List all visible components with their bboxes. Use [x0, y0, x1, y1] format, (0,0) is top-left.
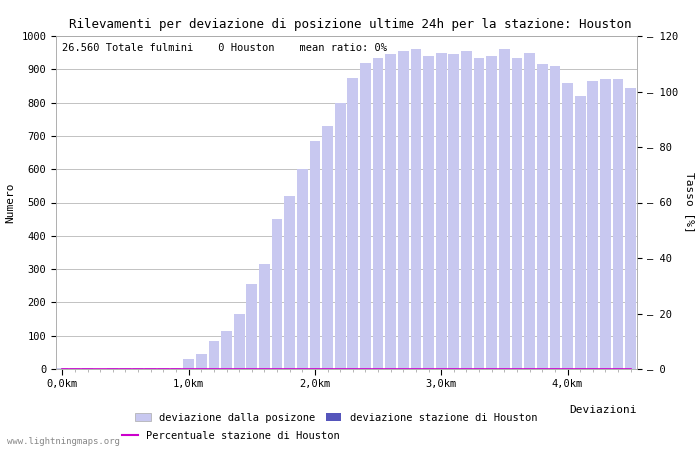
Bar — [234, 314, 244, 369]
Bar — [69, 368, 80, 369]
Bar — [158, 368, 169, 369]
Bar — [259, 264, 270, 369]
Bar — [461, 51, 472, 369]
Bar — [196, 354, 206, 369]
Bar — [499, 50, 510, 369]
Bar — [347, 77, 358, 369]
Bar — [537, 64, 547, 369]
Bar — [221, 331, 232, 369]
Bar — [385, 54, 396, 369]
Bar — [120, 368, 131, 369]
Bar — [209, 341, 219, 369]
Bar — [335, 103, 346, 369]
Bar — [562, 83, 573, 369]
Text: Rilevamenti per deviazione di posizione ultime 24h per la stazione: Houston: Rilevamenti per deviazione di posizione … — [69, 18, 631, 31]
Bar — [372, 58, 384, 369]
Bar — [284, 196, 295, 369]
Bar — [486, 56, 497, 369]
Bar — [133, 368, 144, 369]
Bar — [474, 58, 484, 369]
Text: www.lightningmaps.org: www.lightningmaps.org — [7, 436, 120, 446]
Bar — [436, 53, 447, 369]
Bar — [411, 50, 421, 369]
Bar — [449, 54, 459, 369]
Legend: deviazione dalla posizone, deviazione stazione di Houston: deviazione dalla posizone, deviazione st… — [131, 409, 541, 427]
Bar — [625, 88, 636, 369]
Bar — [171, 368, 181, 369]
Bar — [360, 63, 371, 369]
Bar — [424, 56, 434, 369]
Bar — [612, 79, 624, 369]
Bar — [587, 81, 598, 369]
Bar — [322, 126, 333, 369]
Bar — [575, 96, 585, 369]
Legend: Percentuale stazione di Houston: Percentuale stazione di Houston — [118, 427, 344, 445]
Bar — [600, 79, 611, 369]
Bar — [512, 58, 522, 369]
Bar — [297, 169, 308, 369]
Bar — [183, 359, 194, 369]
Text: Deviazioni: Deviazioni — [570, 405, 637, 415]
Bar — [398, 51, 409, 369]
Bar — [272, 219, 282, 369]
Bar — [550, 66, 560, 369]
Y-axis label: Numero: Numero — [6, 182, 15, 223]
Bar — [524, 53, 535, 369]
Bar — [309, 141, 321, 369]
Bar — [246, 284, 257, 369]
Text: 26.560 Totale fulmini    0 Houston    mean ratio: 0%: 26.560 Totale fulmini 0 Houston mean rat… — [62, 43, 387, 53]
Y-axis label: Tasso [%]: Tasso [%] — [685, 172, 694, 233]
Bar — [146, 368, 156, 369]
